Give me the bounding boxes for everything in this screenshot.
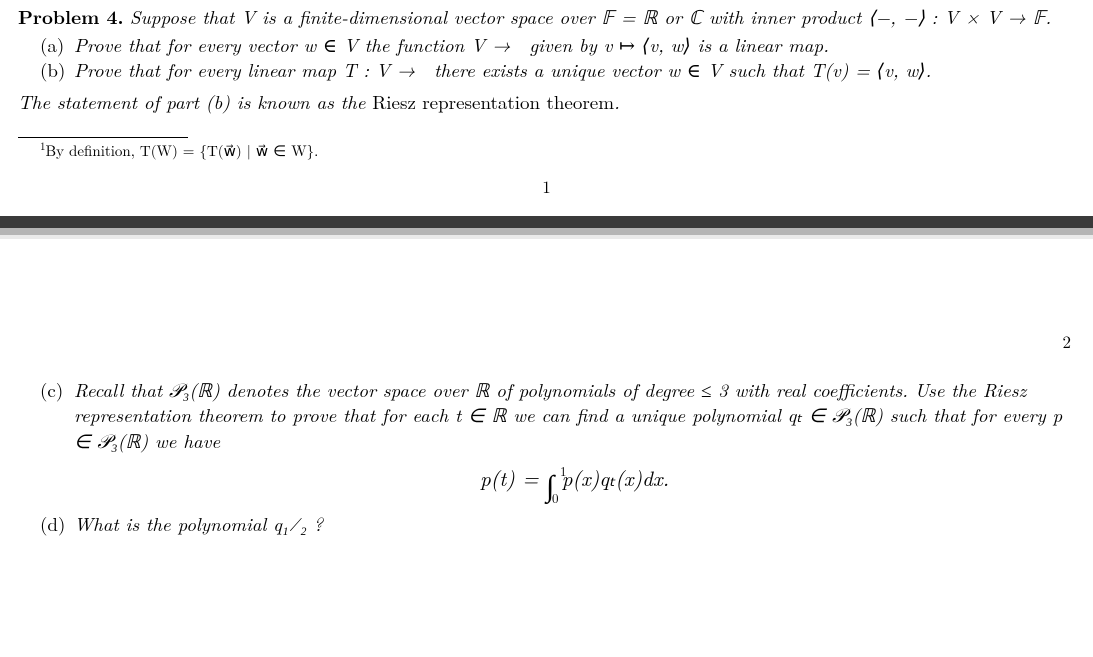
- int-upper: 1: [560, 462, 567, 480]
- part-body: Recall that 𝒫₃(ℝ) denotes the vector spa…: [74, 377, 1075, 511]
- footnote: 1By definition, T(W) = {T(w⃗) | w⃗ ∈ W}.: [40, 140, 1075, 161]
- part-marker: (a): [40, 32, 74, 58]
- problem-label: Problem 4.: [18, 2, 124, 30]
- part-c-text: Recall that 𝒫₃(ℝ) denotes the vector spa…: [74, 376, 1062, 454]
- part-c: (c) Recall that 𝒫₃(ℝ) denotes the vector…: [40, 377, 1075, 511]
- problem-block: Problem 4. Suppose that V is a finite-di…: [18, 4, 1075, 30]
- footnote-rule: [18, 137, 188, 138]
- integral-icon: ∫10: [546, 464, 554, 505]
- part-marker: (b): [40, 57, 74, 83]
- eqn-lhs: p(t) =: [480, 463, 546, 493]
- closing-prefix: The statement of part (b) is known as th…: [18, 88, 372, 115]
- closing-term: Riesz representation theorem: [372, 88, 614, 115]
- part-body: Prove that for every linear map T : V → …: [74, 57, 1075, 83]
- closing-suffix: .: [614, 88, 620, 115]
- closing-line: The statement of part (b) is known as th…: [18, 89, 1075, 115]
- page-number-1: 1: [18, 175, 1075, 198]
- part-body: Prove that for every vector w⃗ ∈ V the f…: [74, 32, 1075, 58]
- part-a: (a) Prove that for every vector w⃗ ∈ V t…: [40, 32, 1075, 58]
- part-d: (d) What is the polynomial q₁⁄₂ ?: [40, 511, 1075, 537]
- part-body: What is the polynomial q₁⁄₂ ?: [74, 511, 1075, 537]
- part-b: (b) Prove that for every linear map T : …: [40, 57, 1075, 83]
- eqn-integrand: p(x)qₜ(x)dx.: [554, 463, 669, 493]
- equation: p(t) = ∫10 p(x)qₜ(x)dx.: [74, 464, 1075, 505]
- problem-statement: Suppose that V is a finite-dimensional v…: [130, 3, 1051, 30]
- page-number-2: 2: [0, 240, 1093, 353]
- problem-parts-2: (c) Recall that 𝒫₃(ℝ) denotes the vector…: [40, 377, 1075, 537]
- problem-parts: (a) Prove that for every vector w⃗ ∈ V t…: [40, 32, 1075, 83]
- int-lower: 0: [552, 489, 559, 507]
- part-marker: (c): [40, 377, 74, 511]
- page-divider: [0, 216, 1093, 240]
- footnote-text: By definition, T(W) = {T(w⃗) | w⃗ ∈ W}.: [46, 140, 319, 161]
- part-marker: (d): [40, 511, 74, 537]
